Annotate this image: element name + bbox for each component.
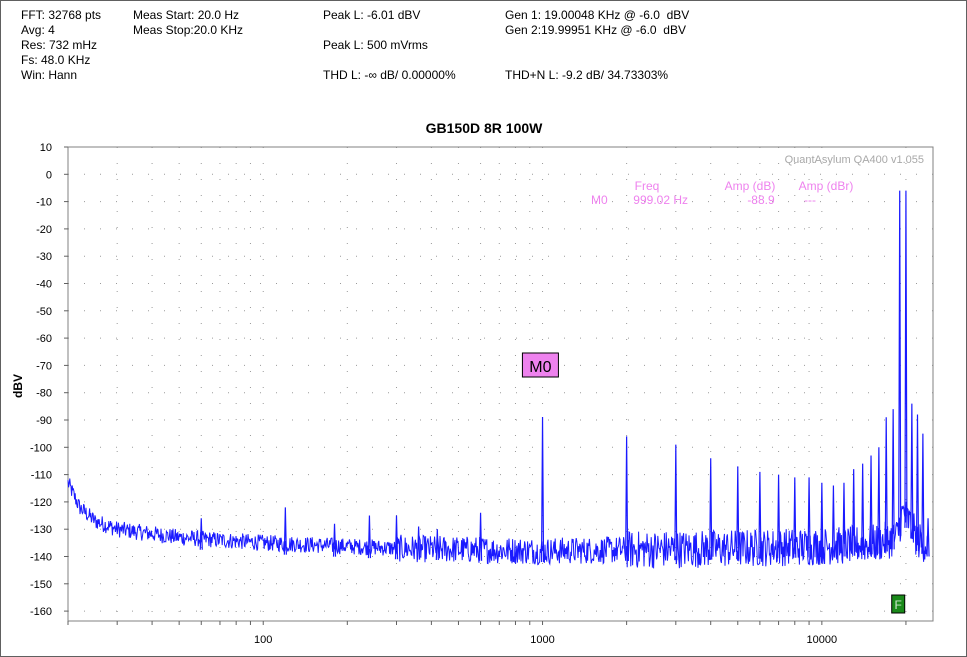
axes [64, 146, 934, 625]
spectral-peak [417, 526, 421, 560]
x-tick-label: 100 [254, 634, 272, 646]
generator-1-label: Gen 1: 19.00048 KHz @ -6.0 dBV [505, 8, 690, 22]
spectral-peak [736, 466, 740, 560]
generator-2-label: Gen 2:19.99951 KHz @ -6.0 dBV [505, 23, 686, 37]
averages-label: Avg: 4 [21, 23, 55, 37]
spectral-peak [540, 416, 545, 562]
chart-title: GB150D 8R 100W [426, 120, 544, 136]
y-tick-label: -100 [30, 442, 52, 454]
y-tick-label: -60 [36, 333, 52, 345]
y-tick-label: 10 [40, 142, 52, 154]
marker-layer: Freq Amp (dB) Amp (dBr) M0 999.02 Hz -88… [521, 179, 906, 614]
y-tick-label: -30 [36, 251, 52, 263]
spectral-peak [820, 482, 824, 558]
tick-labels: 100-10-20-30-40-50-60-70-80-90-100-110-1… [30, 142, 837, 646]
spectral-peak [807, 477, 811, 558]
spectral-peak [625, 436, 629, 561]
y-tick-label: -150 [30, 579, 52, 591]
spectral-peak [921, 433, 925, 554]
window-label: Win: Hann [21, 68, 78, 82]
f-marker-box [891, 594, 906, 614]
f-marker-label: F [895, 598, 902, 612]
plot-border [67, 146, 934, 622]
y-tick-label: -10 [36, 197, 52, 209]
y-tick-label: -50 [36, 306, 52, 318]
spectral-peak [915, 414, 920, 552]
marker-m0-label: M0 [529, 359, 551, 376]
spectral-peak [861, 463, 865, 556]
spectral-peak [869, 455, 873, 555]
sample-rate-label: Fs: 48.0 KHz [21, 53, 91, 67]
meas-start-label: Meas Start: 20.0 Hz [133, 8, 240, 22]
fft-size-label: FFT: 32768 pts [21, 8, 102, 22]
marker-row-label: M0 [591, 193, 608, 207]
spectral-peak [910, 403, 914, 539]
spectral-peak [394, 515, 399, 560]
marker-col-amp-dbr: Amp (dBr) [799, 179, 854, 193]
spectral-peak [674, 444, 678, 561]
watermark: QuantAsylum QA400 v1.055 [785, 154, 924, 166]
spectrum-trace [67, 190, 930, 569]
marker-m0-box [521, 352, 559, 378]
y-tick-label: -90 [36, 415, 52, 427]
spectral-peak [758, 471, 762, 559]
spectral-peak [367, 515, 372, 559]
y-tick-label: -160 [30, 606, 52, 618]
thd-label: THD L: -∞ dB/ 0.00000% [323, 68, 456, 82]
spectral-peak [793, 477, 797, 558]
spectral-peak [884, 417, 888, 552]
y-axis-label: dBV [11, 374, 25, 398]
spectral-peak [898, 190, 902, 536]
y-tick-label: -130 [30, 524, 52, 536]
marker-row-amp-dbr: --- [804, 193, 816, 207]
spectral-peak [891, 409, 895, 550]
y-tick-label: -120 [30, 497, 52, 509]
spectral-peak [926, 518, 930, 557]
spectral-peak [199, 518, 203, 550]
spectral-peak [709, 458, 713, 560]
spectral-peak [831, 485, 836, 557]
spectral-peak [435, 529, 439, 561]
marker-col-amp-db: Amp (dB) [725, 179, 776, 193]
spectral-peak [877, 447, 881, 554]
peak-vrms-label: Peak L: 500 mVrms [323, 38, 428, 52]
resolution-label: Res: 732 mHz [21, 38, 98, 52]
spectral-peak [478, 512, 483, 561]
y-tick-label: -20 [36, 224, 52, 236]
grid [67, 147, 933, 621]
spectral-peak [776, 474, 781, 559]
spectral-peak [332, 523, 337, 557]
meas-stop-label: Meas Stop:20.0 KHz [133, 23, 244, 37]
x-tick-label: 10000 [807, 634, 838, 646]
spectral-peak [842, 482, 846, 557]
thdn-label: THD+N L: -9.2 dB/ 34.73303% [505, 68, 669, 82]
y-tick-label: -140 [30, 552, 52, 564]
y-tick-label: -40 [36, 279, 52, 291]
marker-row-amp-db: -88.9 [747, 193, 775, 207]
spectral-peak [283, 507, 287, 555]
noise-floor-trace [67, 478, 929, 569]
y-tick-label: 0 [46, 169, 52, 181]
marker-row-freq: 999.02 Hz [633, 193, 688, 207]
marker-col-freq: Freq [635, 179, 660, 193]
y-tick-label: -110 [31, 470, 52, 482]
y-tick-label: -80 [36, 388, 52, 400]
y-tick-label: -70 [36, 360, 52, 372]
peak-dbv-label: Peak L: -6.01 dBV [323, 8, 421, 22]
spectral-peak [904, 190, 908, 528]
x-tick-label: 1000 [530, 634, 554, 646]
spectral-peak [852, 469, 856, 556]
